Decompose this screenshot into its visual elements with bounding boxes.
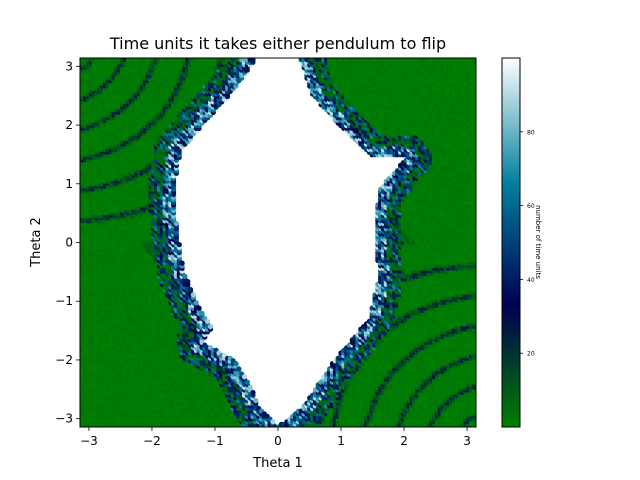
data-point xyxy=(173,220,179,227)
scatter-points xyxy=(80,58,476,427)
plot-area xyxy=(80,58,476,427)
chart-title: Time units it takes either pendulum to f… xyxy=(109,34,446,53)
data-point xyxy=(176,242,182,248)
